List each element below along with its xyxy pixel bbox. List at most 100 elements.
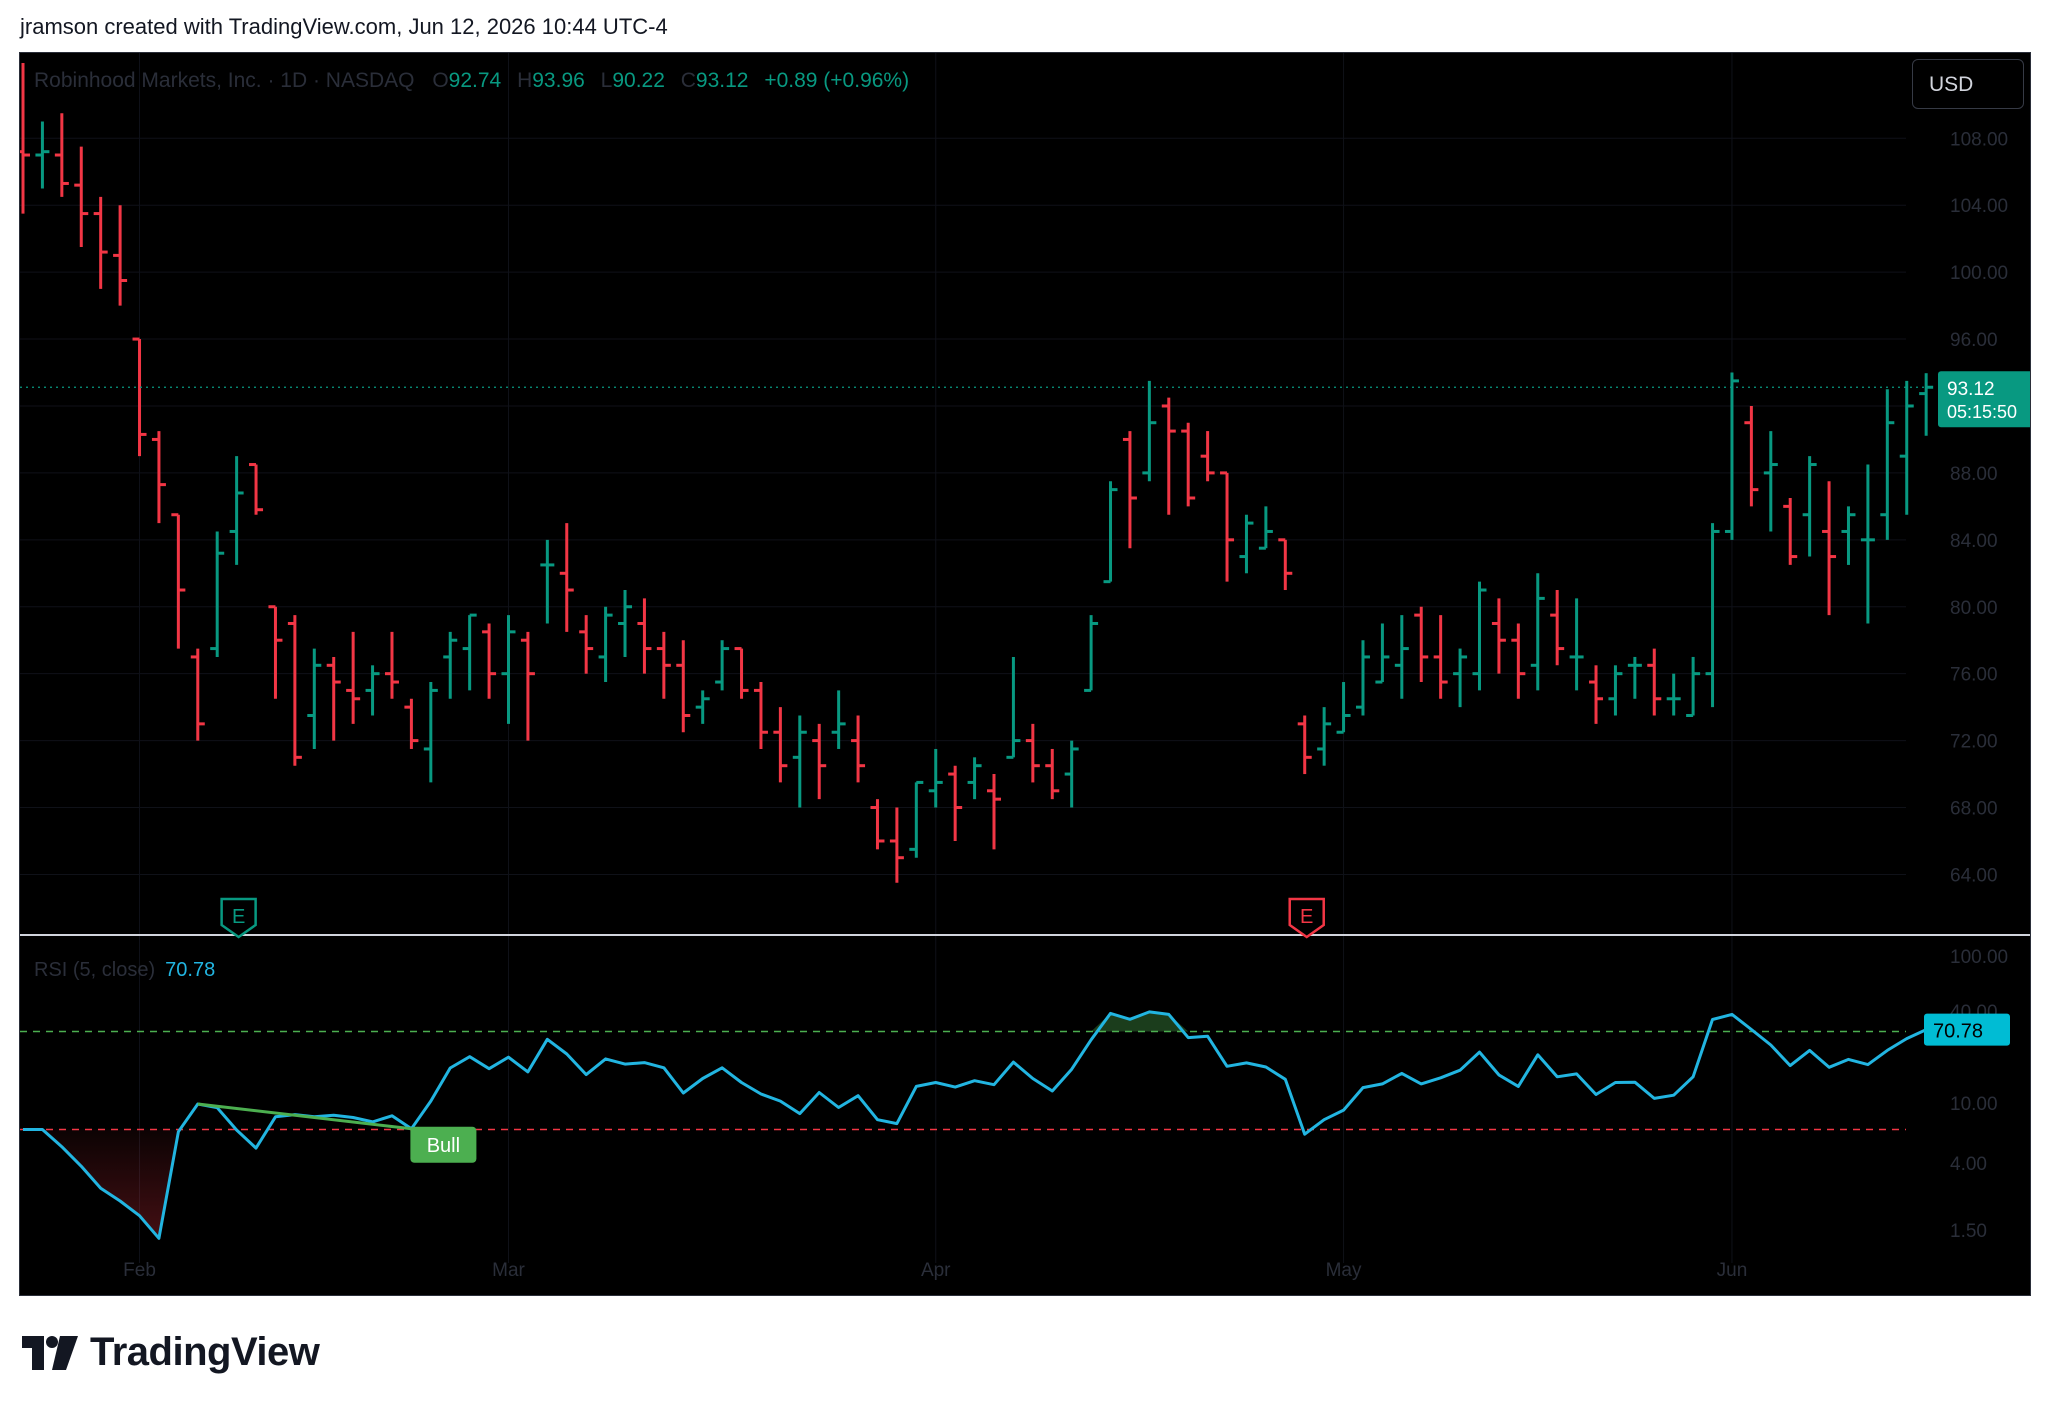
- time-tick-label: May: [1326, 1260, 1362, 1281]
- rsi-tick-label: 4.00: [1950, 1154, 1987, 1175]
- ohlc-bar: [1744, 405, 1759, 507]
- bar-countdown: 05:15:50: [1947, 402, 2017, 422]
- price-tick-label: 64.00: [1950, 865, 1998, 886]
- ohlc-bar: [113, 205, 128, 306]
- ohlc-bar: [1511, 623, 1526, 699]
- ohlc-bar: [1006, 656, 1021, 759]
- ohlc-bar: [287, 615, 302, 766]
- time-tick-label: Apr: [921, 1260, 951, 1281]
- ohlc-bar: [1394, 615, 1409, 699]
- price-tick-label: 84.00: [1950, 531, 1998, 552]
- earnings-icon-letter: E: [1300, 906, 1313, 928]
- ohlc-bar: [1317, 707, 1332, 766]
- ohlc-bar: [1239, 514, 1254, 574]
- ohlc-bar: [1841, 506, 1856, 565]
- high-label: H: [517, 69, 533, 92]
- ohlc-bar: [715, 640, 730, 691]
- ohlc-bar: [20, 63, 30, 214]
- ohlc-bar: [1142, 380, 1157, 482]
- rsi-legend[interactable]: RSI (5, close) 70.78: [34, 959, 215, 982]
- ohlc-bar: [1647, 648, 1662, 716]
- ohlc-bar: [1822, 481, 1837, 616]
- open-value: 92.74: [448, 69, 502, 92]
- bull-label-text: Bull: [427, 1135, 460, 1157]
- ohlc-bar: [210, 531, 225, 657]
- bull-divergence-label: Bull: [410, 1126, 477, 1163]
- axis-labels: 108.00104.00100.0096.0092.0088.0084.0080…: [123, 129, 2008, 1281]
- ohlc-bar: [618, 590, 633, 657]
- chart-svg[interactable]: 108.00104.00100.0096.0092.0088.0084.0080…: [20, 53, 2031, 1296]
- ohlc-bar: [365, 665, 380, 716]
- ohlc-bar: [1880, 389, 1895, 540]
- rsi-badge-bg: [1924, 1013, 2010, 1046]
- ohlc-bar: [1084, 615, 1099, 692]
- ohlc-bar: [1220, 471, 1235, 582]
- price-tick-label: 96.00: [1950, 330, 1998, 351]
- earnings-icon: E: [1288, 897, 1325, 939]
- ohlc-bar: [773, 707, 788, 783]
- chart-panel[interactable]: 108.00104.00100.0096.0092.0088.0084.0080…: [19, 52, 2031, 1296]
- ohlc-bar: [1181, 422, 1196, 507]
- price-tick-label: 80.00: [1950, 598, 1998, 619]
- ohlc-bar: [1608, 665, 1623, 716]
- price-tick-label: 104.00: [1950, 196, 2008, 217]
- ohlc-bar: [889, 807, 904, 883]
- rsi-tick-label: 10.00: [1950, 1094, 1998, 1115]
- ohlc-bar: [598, 606, 613, 683]
- symbol-legend[interactable]: Robinhood Markets, Inc. · 1D · NASDAQ O9…: [34, 69, 909, 93]
- ohlc-bar: [74, 146, 89, 248]
- price-tick-label: 88.00: [1950, 464, 1998, 485]
- tradingview-logo-icon: [22, 1335, 78, 1370]
- ohlc-bar: [462, 613, 477, 691]
- currency-button[interactable]: USD: [1912, 59, 2024, 109]
- price-tick-label: 100.00: [1950, 263, 2008, 284]
- change-value: +0.89 (+0.96%): [764, 69, 910, 92]
- ohlc-bar: [540, 539, 555, 624]
- rsi-tick-label: 1.50: [1950, 1221, 1987, 1242]
- low-label: L: [600, 69, 613, 92]
- ohlc-bar: [1550, 590, 1565, 666]
- ohlc-bar: [520, 631, 535, 741]
- ohlc-bar: [1453, 648, 1468, 708]
- time-tick-label: Jun: [1717, 1260, 1748, 1281]
- ohlc-bar: [1278, 538, 1293, 591]
- ohlc-bar: [1200, 431, 1215, 482]
- ohlc-bar: [132, 337, 147, 457]
- symbol-title[interactable]: Robinhood Markets, Inc. · 1D · NASDAQ: [34, 69, 415, 92]
- ohlc-bar: [268, 605, 283, 699]
- bull-label-bg: [410, 1126, 477, 1163]
- ohlc-bar: [482, 623, 497, 699]
- earnings-icon: E: [220, 897, 257, 939]
- ohlc-bar: [1336, 682, 1351, 734]
- ohlc-bar: [326, 656, 341, 741]
- ohlc-bar: [987, 774, 1001, 850]
- ohlc-bar: [54, 113, 69, 197]
- rsi-pane: [20, 934, 2030, 1240]
- earnings-icon-letter: E: [232, 906, 245, 928]
- rsi-value-badge: 70.78: [1924, 1013, 2010, 1046]
- ohlc-bar: [1763, 431, 1778, 532]
- rsi-line: [23, 1010, 1927, 1240]
- tradingview-logo[interactable]: TradingView: [22, 1330, 320, 1375]
- ohlc-bar: [1899, 380, 1914, 515]
- ohlc-bar: [909, 780, 924, 858]
- ohlc-bar: [948, 765, 963, 841]
- ohlc-bar: [1666, 673, 1681, 716]
- ohlc-bar: [1686, 656, 1701, 717]
- ohlc-bar: [1802, 456, 1817, 557]
- high-value: 93.96: [532, 69, 585, 92]
- ohlc-bar: [695, 690, 710, 724]
- ohlc-bar: [676, 640, 691, 733]
- rsi-badge-value: 70.78: [1933, 1021, 1983, 1043]
- ohlc-bar: [1783, 498, 1798, 565]
- price-tick-label: 68.00: [1950, 799, 1998, 820]
- ohlc-bar: [792, 715, 807, 808]
- ohlc-bar: [967, 757, 982, 800]
- ohlc-bar: [1297, 715, 1312, 775]
- rsi-title[interactable]: RSI (5, close): [34, 959, 156, 981]
- ohlc-bar: [1025, 723, 1040, 783]
- ohlc-bar: [1530, 573, 1545, 691]
- ohlc-bar: [831, 690, 846, 749]
- bull-divergence-line: [197, 1102, 412, 1131]
